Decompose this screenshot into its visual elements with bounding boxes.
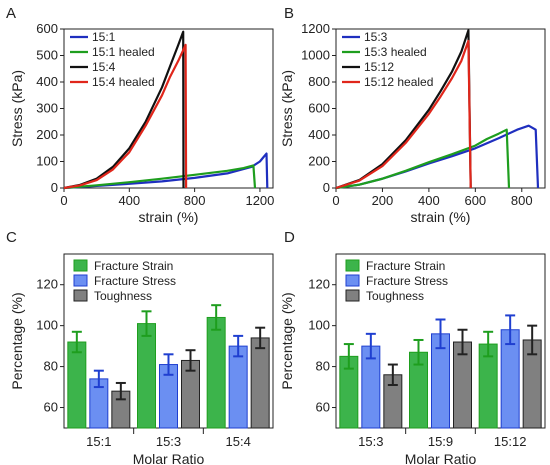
legend-swatch xyxy=(345,259,360,272)
panel-B: B 0 200 400 600 800 1000 1200 Stress (kPa) 0 200 40… xyxy=(279,5,546,225)
legend-label: 15:4 healed xyxy=(92,75,155,89)
legend-label: 15:1 xyxy=(92,30,116,44)
x-tick-label: 15:12 xyxy=(494,434,527,449)
bar-fracture-stress xyxy=(228,345,248,429)
y-tick-label: 100 xyxy=(36,318,58,333)
bar-fracture-strain xyxy=(67,341,87,429)
series-line-1 xyxy=(335,128,511,190)
legend-label: Fracture Stress xyxy=(94,274,176,288)
x-tick-label: 15:1 xyxy=(86,434,111,449)
legend-swatch xyxy=(345,289,360,302)
y-tick-label: 300 xyxy=(36,101,58,116)
legend-label: 15:12 xyxy=(364,60,394,74)
x-axis-label: Molar Ratio xyxy=(405,451,477,465)
y-axis-label: Percentage (%) xyxy=(279,292,295,389)
y-tick-label: 100 xyxy=(36,154,58,169)
y-tick-label: 600 xyxy=(308,101,330,116)
y-axis-label: Percentage (%) xyxy=(9,292,25,389)
x-tick-label: 15:3 xyxy=(156,434,181,449)
y-tick-label: 800 xyxy=(308,74,330,89)
panel-letter: B xyxy=(284,5,294,22)
x-tick-label: 0 xyxy=(60,193,67,208)
series-line-3 xyxy=(335,39,472,190)
y-tick-label: 500 xyxy=(36,48,58,63)
panel-C: C 60 80 100 120 Percentage (%) 15:1 15:3 15:4 Mol… xyxy=(6,229,274,465)
y-tick-label: 200 xyxy=(36,127,58,142)
legend-label: Fracture Stress xyxy=(366,274,448,288)
x-axis-label: strain (%) xyxy=(139,209,199,225)
bar-toughness xyxy=(250,337,270,429)
y-tick-label: 0 xyxy=(51,180,58,195)
y-tick-label: 400 xyxy=(308,127,330,142)
legend-label: 15:4 xyxy=(92,60,116,74)
y-tick-label: 80 xyxy=(44,359,58,374)
series-line-0 xyxy=(63,152,269,190)
panel-D: D 60 80 100 120 Percentage (%) 15:3 15:9 15:12 Mo… xyxy=(279,229,546,465)
y-tick-label: 120 xyxy=(36,277,58,292)
legend-label: Toughness xyxy=(366,289,424,303)
x-axis-label: strain (%) xyxy=(411,209,471,225)
y-tick-label: 80 xyxy=(316,359,330,374)
x-axis-label: Molar Ratio xyxy=(133,451,205,465)
y-axis-label: Stress (kPa) xyxy=(9,70,25,147)
y-tick-label: 0 xyxy=(323,180,330,195)
legend-label: Fracture Strain xyxy=(366,259,445,273)
y-tick-label: 60 xyxy=(44,400,58,415)
panel-A: A 0 100 200 300 400 500 600 Stress (kPa) 0 400 800 1… xyxy=(6,5,274,225)
legend-swatch xyxy=(73,289,88,302)
legend-swatch xyxy=(73,259,88,272)
x-tick-label: 400 xyxy=(418,193,440,208)
legend-label: Fracture Strain xyxy=(94,259,173,273)
y-tick-label: 60 xyxy=(316,400,330,415)
legend-label: 15:1 healed xyxy=(92,45,155,59)
x-tick-label: 0 xyxy=(332,193,339,208)
legend-swatch xyxy=(345,274,360,287)
y-tick-label: 100 xyxy=(308,318,330,333)
legend-label: Toughness xyxy=(94,289,152,303)
legend-label: 15:3 healed xyxy=(364,45,427,59)
bar-fracture-strain xyxy=(206,316,226,429)
y-axis-label: Stress (kPa) xyxy=(279,70,295,147)
bar-fracture-strain xyxy=(137,323,156,429)
x-tick-label: 200 xyxy=(372,193,394,208)
y-tick-label: 120 xyxy=(308,277,330,292)
x-tick-label: 800 xyxy=(184,193,206,208)
y-tick-label: 1200 xyxy=(301,21,330,36)
legend-label: 15:12 healed xyxy=(364,75,433,89)
panel-letter: C xyxy=(6,229,17,246)
y-tick-label: 600 xyxy=(36,21,58,36)
series-line-1 xyxy=(63,164,257,190)
y-tick-label: 400 xyxy=(36,74,58,89)
legend-swatch xyxy=(73,274,88,287)
x-tick-label: 800 xyxy=(511,193,533,208)
x-tick-label: 15:9 xyxy=(428,434,453,449)
legend-label: 15:3 xyxy=(364,30,388,44)
x-tick-label: 15:4 xyxy=(226,434,251,449)
y-tick-label: 1000 xyxy=(301,48,330,63)
x-tick-label: 15:3 xyxy=(358,434,383,449)
y-tick-label: 200 xyxy=(308,154,330,169)
x-tick-label: 1200 xyxy=(245,193,274,208)
panel-letter: D xyxy=(284,229,295,246)
x-tick-label: 400 xyxy=(118,193,140,208)
series-line-3 xyxy=(63,43,188,190)
panel-letter: A xyxy=(6,5,16,22)
x-tick-label: 600 xyxy=(464,193,486,208)
